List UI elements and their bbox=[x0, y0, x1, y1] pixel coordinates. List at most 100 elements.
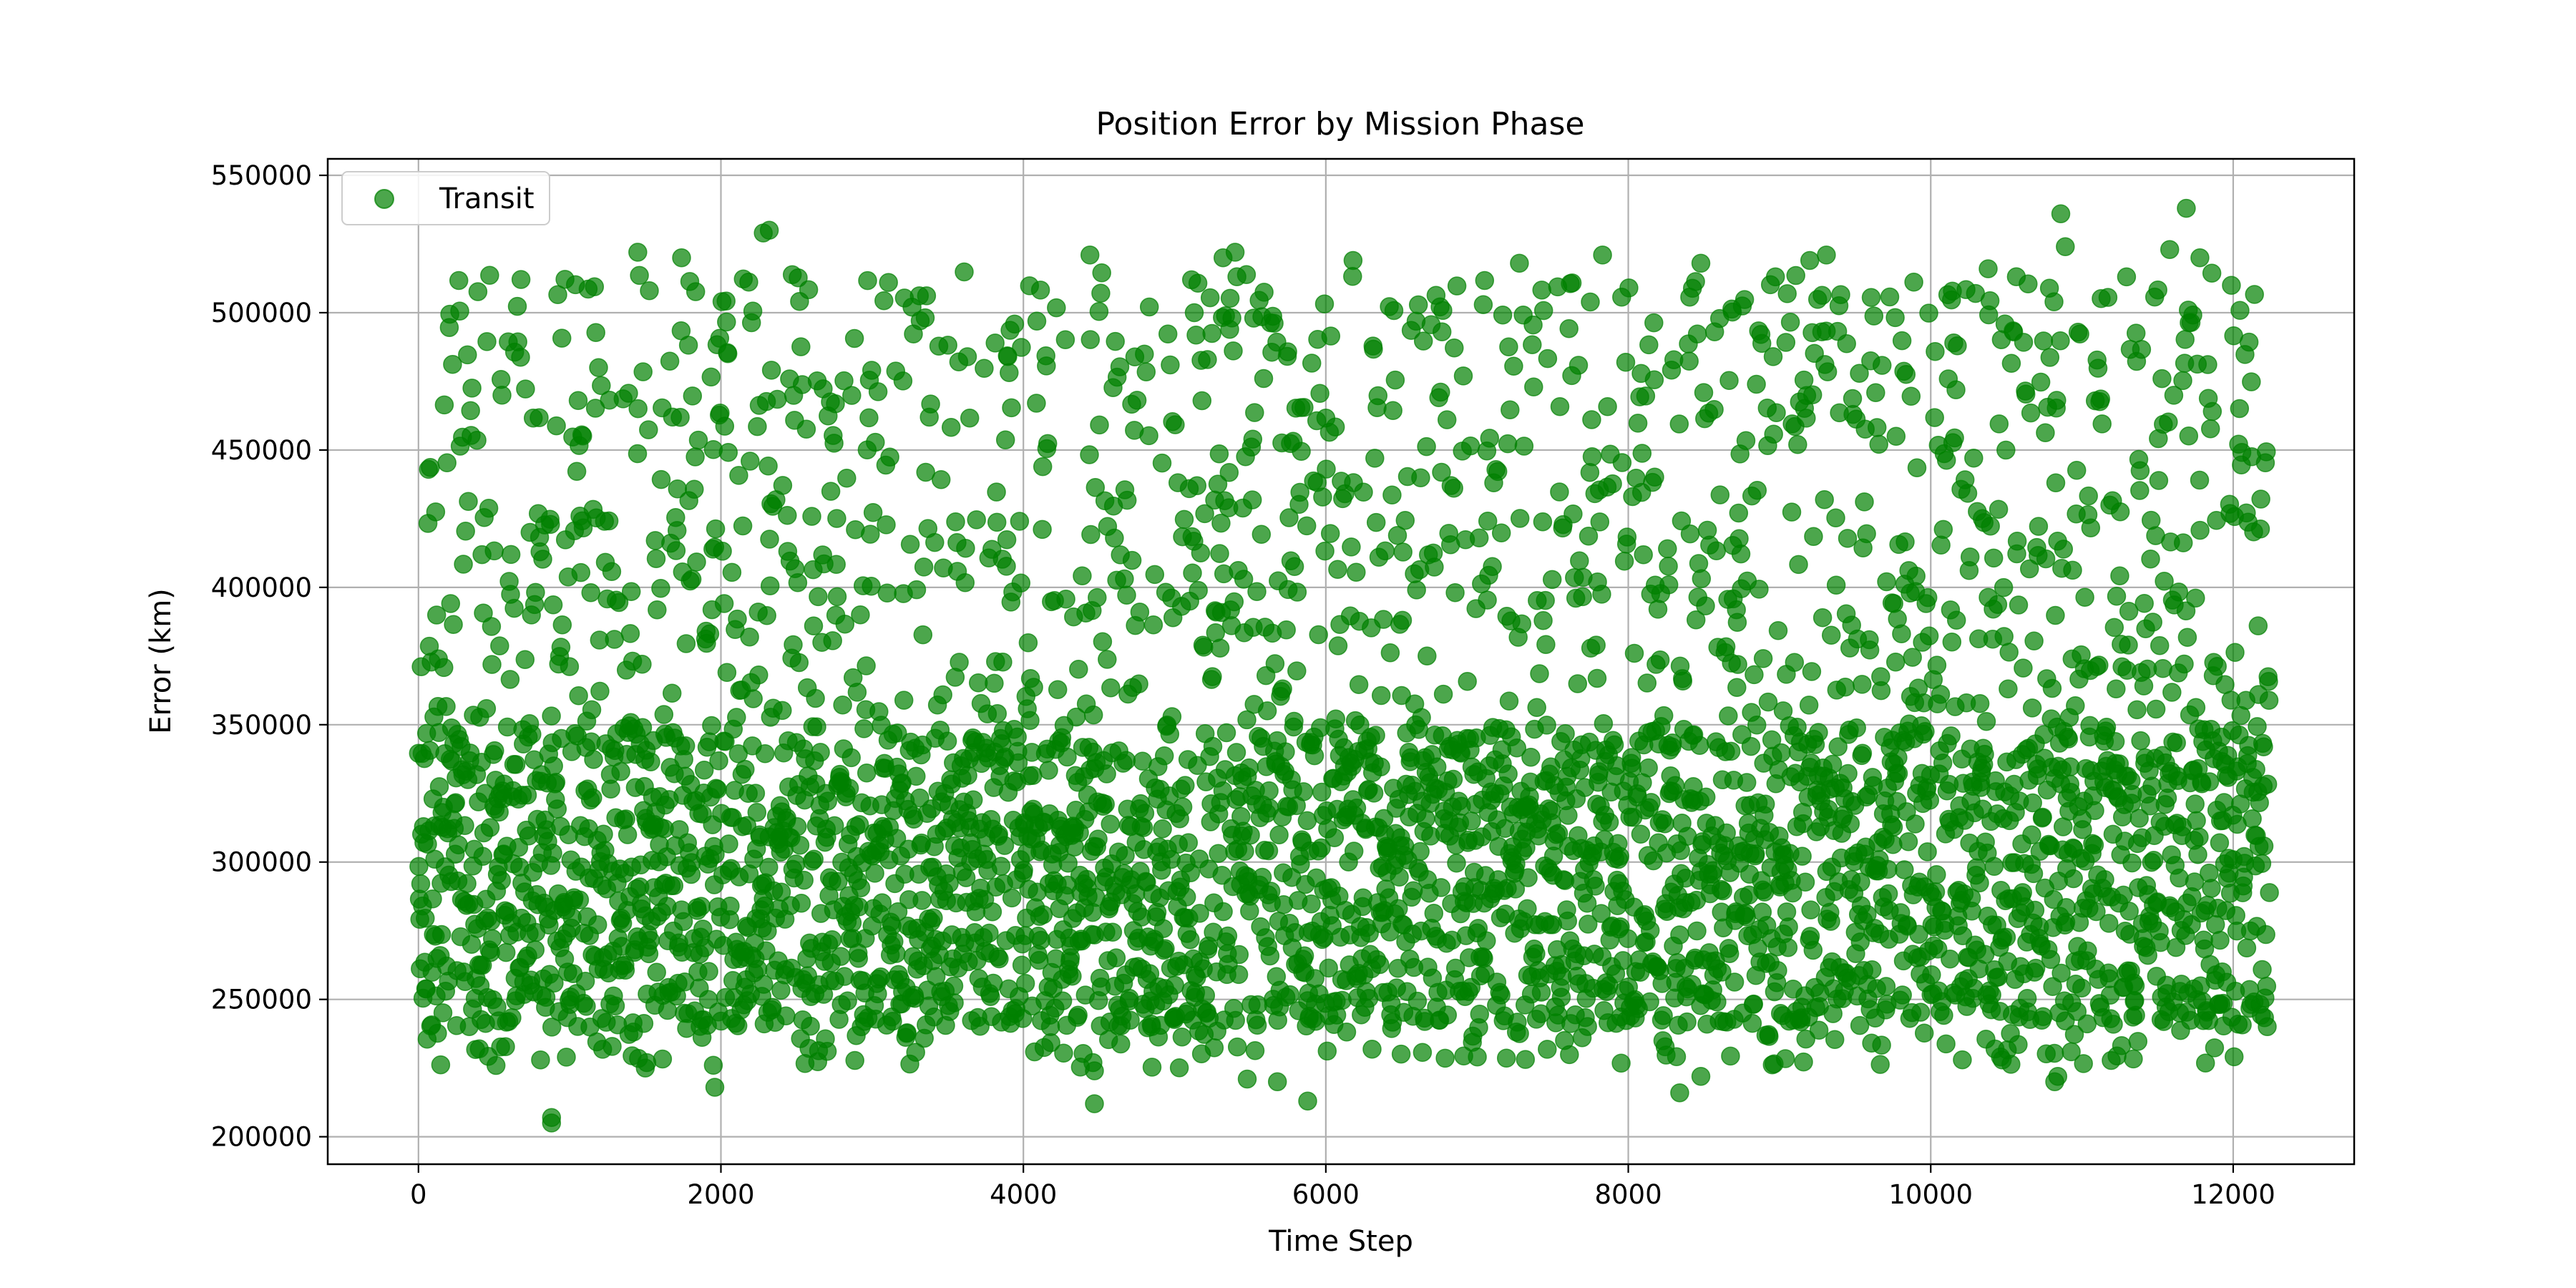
scatter-point bbox=[1823, 754, 1843, 774]
scatter-point bbox=[1640, 920, 1660, 940]
scatter-point bbox=[1235, 841, 1254, 862]
scatter-point bbox=[915, 308, 935, 328]
scatter-point bbox=[1020, 711, 1040, 731]
scatter-point bbox=[666, 541, 686, 560]
scatter-point bbox=[993, 652, 1013, 672]
scatter-point bbox=[1984, 548, 2004, 568]
scatter-point bbox=[760, 576, 780, 596]
scatter-point bbox=[967, 510, 986, 530]
scatter-point bbox=[1493, 305, 1513, 325]
scatter-point bbox=[990, 949, 1009, 969]
scatter-point bbox=[1068, 1005, 1088, 1025]
scatter-point bbox=[1906, 566, 1926, 586]
scatter-point bbox=[1907, 458, 1927, 477]
scatter-point bbox=[1776, 333, 1796, 352]
scatter-point bbox=[1115, 569, 1134, 589]
scatter-point bbox=[1103, 922, 1123, 942]
scatter-point bbox=[515, 650, 535, 670]
scatter-point bbox=[1121, 1010, 1140, 1030]
scatter-point bbox=[1687, 324, 1707, 344]
scatter-point bbox=[1259, 841, 1279, 861]
scatter-point bbox=[577, 997, 596, 1016]
scatter-point bbox=[859, 408, 879, 428]
scatter-point bbox=[2034, 331, 2054, 351]
scatter-point bbox=[997, 557, 1016, 576]
scatter-point bbox=[570, 890, 590, 909]
scatter-point bbox=[602, 562, 622, 582]
scatter-point bbox=[548, 285, 567, 305]
scatter-point bbox=[1154, 746, 1174, 766]
scatter-point bbox=[1015, 974, 1035, 993]
scatter-point bbox=[888, 723, 907, 743]
scatter-point-outlier bbox=[672, 248, 691, 268]
scatter-point bbox=[982, 902, 1002, 922]
scatter-point bbox=[802, 507, 821, 526]
scatter-point bbox=[960, 408, 980, 428]
scatter-point bbox=[1023, 766, 1043, 786]
scatter-point bbox=[1027, 311, 1047, 331]
scatter-point bbox=[2258, 774, 2278, 794]
scatter-point bbox=[944, 976, 964, 996]
scatter-point bbox=[2135, 594, 2154, 613]
scatter-point bbox=[446, 793, 466, 812]
scatter-point bbox=[628, 399, 648, 419]
scatter-point bbox=[1337, 1023, 1357, 1042]
scatter-point bbox=[2001, 1055, 2021, 1074]
scatter-point bbox=[985, 673, 1004, 693]
scatter-point-outlier bbox=[2051, 204, 2071, 224]
scatter-point bbox=[1153, 919, 1174, 938]
scatter-point bbox=[628, 444, 648, 464]
scatter-point bbox=[1533, 610, 1553, 630]
scatter-point bbox=[1885, 308, 1905, 328]
scatter-point bbox=[2040, 348, 2060, 367]
scatter-point bbox=[1719, 944, 1740, 963]
scatter-point bbox=[2150, 635, 2170, 655]
scatter-point bbox=[1362, 1039, 1382, 1059]
scatter-point-outlier bbox=[759, 220, 779, 240]
scatter-point bbox=[826, 394, 845, 414]
scatter-point bbox=[1080, 445, 1099, 464]
scatter-point bbox=[1117, 490, 1137, 510]
scatter-point bbox=[1772, 743, 1791, 763]
scatter-point bbox=[1941, 726, 1961, 746]
scatter-point bbox=[2200, 419, 2220, 439]
scatter-point bbox=[1344, 841, 1364, 861]
scatter-point bbox=[502, 1008, 522, 1028]
scatter-point bbox=[1744, 994, 1764, 1014]
scatter-point bbox=[1568, 356, 1589, 375]
scatter-point bbox=[1895, 860, 1914, 879]
scatter-point bbox=[1111, 1034, 1131, 1054]
scatter-point bbox=[1737, 773, 1757, 792]
scatter-point bbox=[2132, 339, 2152, 359]
scatter-point bbox=[2024, 631, 2044, 651]
scatter-point bbox=[1328, 560, 1347, 580]
scatter-point bbox=[1826, 575, 1846, 595]
scatter-point bbox=[2047, 391, 2067, 410]
scatter-point bbox=[1169, 1058, 1189, 1078]
scatter-point bbox=[434, 658, 454, 678]
scatter-point bbox=[921, 394, 940, 414]
scatter-point bbox=[673, 912, 693, 932]
scatter-point bbox=[917, 286, 937, 306]
scatter-point bbox=[865, 864, 884, 883]
scatter-point bbox=[789, 268, 808, 288]
scatter-point bbox=[985, 333, 1005, 353]
scatter-point bbox=[1679, 351, 1699, 371]
scatter-point bbox=[839, 779, 859, 798]
scatter-point bbox=[1413, 1043, 1433, 1063]
scatter-point bbox=[1809, 723, 1828, 742]
scatter-point bbox=[1321, 326, 1341, 346]
scatter-point bbox=[1641, 793, 1661, 812]
scatter-point bbox=[1916, 721, 1935, 741]
scatter-point bbox=[1145, 565, 1165, 585]
scatter-point bbox=[1847, 718, 1866, 738]
scatter-point bbox=[1686, 272, 1705, 291]
scatter-point bbox=[1936, 450, 1956, 470]
scatter-point bbox=[1878, 884, 1898, 904]
scatter-point bbox=[477, 332, 497, 351]
scatter-point bbox=[1980, 291, 2000, 311]
scatter-point bbox=[2167, 733, 2186, 753]
scatter-point bbox=[2250, 793, 2269, 812]
scatter-point bbox=[1786, 265, 1805, 286]
scatter-point bbox=[1745, 665, 1764, 685]
